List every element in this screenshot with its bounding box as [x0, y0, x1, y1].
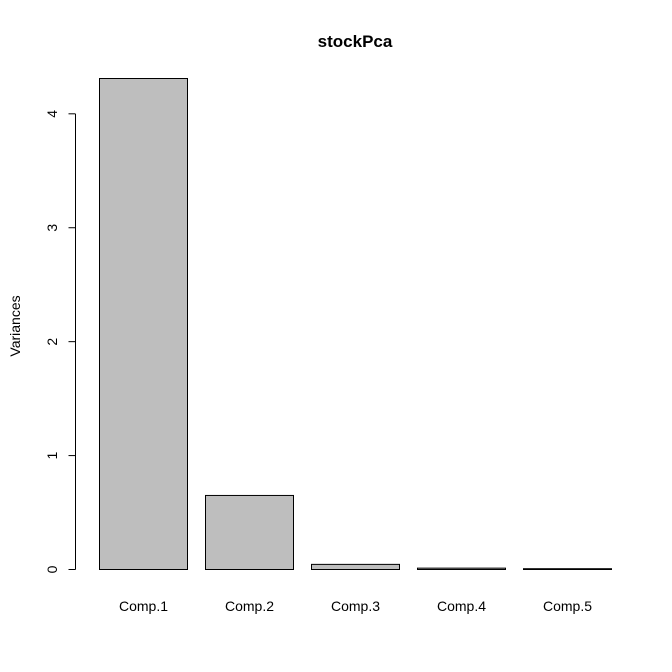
x-tick-label: Comp.4: [437, 598, 486, 614]
bar-comp-1: [99, 78, 188, 570]
y-axis: 0 1 2 3 4: [44, 110, 76, 573]
y-tick-label: 2: [44, 338, 60, 346]
y-tick-label: 4: [44, 110, 60, 118]
bar-comp-4: [417, 567, 506, 570]
bar-comp-3: [311, 563, 400, 570]
bars-group: [99, 78, 612, 571]
y-tick-label: 1: [44, 451, 60, 459]
x-tick-label: Comp.3: [331, 598, 380, 614]
y-tick-label: 0: [44, 565, 60, 573]
bar-comp-5: [523, 568, 612, 571]
y-axis-label: Variances: [7, 295, 23, 356]
chart-title: stockPca: [318, 32, 393, 51]
x-tick-label: Comp.2: [225, 598, 274, 614]
x-category-labels: Comp.1 Comp.2 Comp.3 Comp.4 Comp.5: [119, 598, 592, 614]
x-tick-label: Comp.5: [543, 598, 592, 614]
y-tick-label: 3: [44, 224, 60, 232]
x-tick-label: Comp.1: [119, 598, 168, 614]
bar-comp-2: [205, 494, 294, 570]
